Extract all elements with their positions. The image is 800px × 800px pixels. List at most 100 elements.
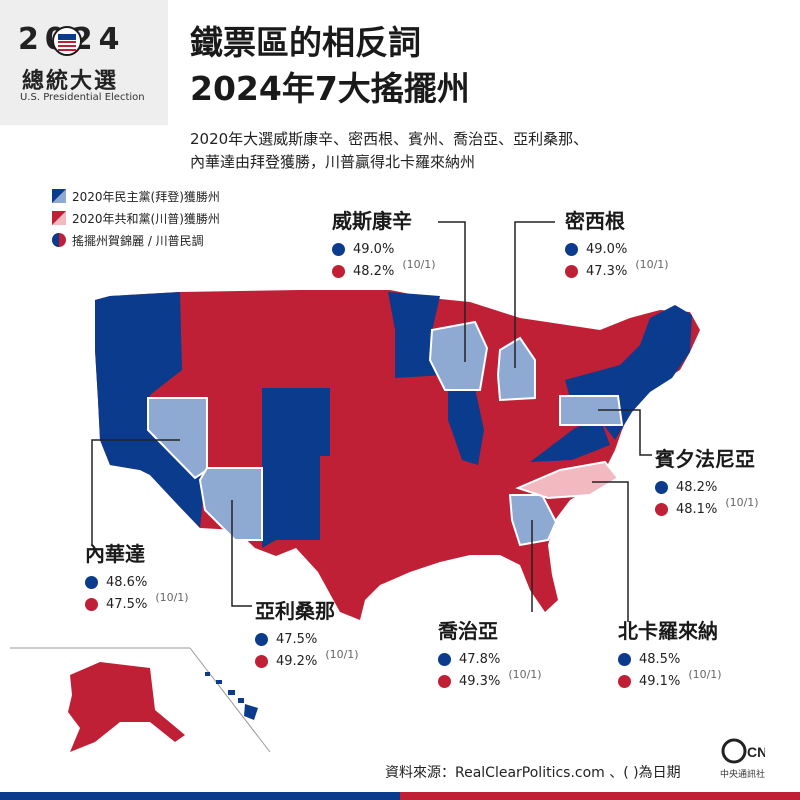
- rep-dot-icon: [332, 264, 345, 278]
- poll-date: (10/1): [402, 257, 436, 271]
- hawaii-divider: [189, 647, 271, 753]
- leader-michigan: [514, 221, 555, 368]
- virginia-dem: [530, 418, 610, 462]
- rep-dot-icon: [565, 264, 578, 278]
- north-carolina-swing: [515, 460, 620, 500]
- legend-item-poll: 搖擺州賀錦麗 / 川普民調: [52, 229, 262, 251]
- dem-dot-icon: [565, 242, 578, 256]
- callout-north-carolina: 北卡羅來納 48.5% 49.1% (10/1): [618, 615, 722, 692]
- new-mexico-dem: [262, 456, 320, 548]
- dem-dot-icon: [618, 652, 631, 666]
- poll-value: 48.6%: [106, 574, 148, 590]
- poll-harris: 47.8%: [438, 648, 542, 670]
- poll-harris: 49.0%: [332, 238, 436, 260]
- state-name: 內華達: [85, 542, 145, 566]
- legend-label-rep: 2020年共和黨(川普)獲勝州: [72, 211, 220, 226]
- dem-dot-icon: [255, 632, 268, 646]
- poll-date: (10/1): [688, 667, 722, 681]
- callout-michigan: 密西根 49.0% 47.3% (10/1): [565, 205, 669, 282]
- michigan-swing: [496, 336, 536, 402]
- poll-value: 48.1%: [676, 501, 718, 517]
- callout-wisconsin: 威斯康辛 49.0% 48.2% (10/1): [332, 205, 436, 282]
- dem-dot-icon: [85, 575, 98, 589]
- bottom-bar: [0, 792, 800, 800]
- title-line-2: 2024年7大搖擺州: [190, 69, 470, 108]
- poll-value: 49.1%: [639, 673, 681, 689]
- poll-harris: 48.5%: [618, 648, 722, 670]
- colorado-dem: [262, 388, 330, 456]
- poll-harris: 47.5%: [255, 628, 359, 650]
- state-name: 喬治亞: [438, 619, 498, 643]
- leader-pennsylvania: [598, 409, 652, 456]
- dem-dot-icon: [438, 652, 451, 666]
- hawaii: [205, 672, 258, 720]
- rep-dot-icon: [655, 502, 668, 516]
- pennsylvania-swing: [559, 395, 624, 426]
- map-legend: 2020年民主黨(拜登)獲勝州 2020年共和黨(川普)獲勝州 搖擺州賀錦麗 /…: [52, 185, 262, 251]
- dem-dot-icon: [332, 242, 345, 256]
- poll-trump: 49.3% (10/1): [438, 667, 542, 692]
- state-name: 賓夕法尼亞: [655, 447, 755, 471]
- dem-swatch-icon: [52, 189, 66, 203]
- poll-trump: 49.1% (10/1): [618, 667, 722, 692]
- leader-north-carolina: [592, 481, 629, 622]
- poll-harris: 48.2%: [655, 476, 759, 498]
- rep-dot-icon: [85, 597, 98, 611]
- leader-lines: [91, 221, 652, 622]
- poll-value: 49.2%: [276, 653, 318, 669]
- title-line-1: 鐵票區的相反詞: [190, 23, 421, 62]
- legend-item-rep: 2020年共和黨(川普)獲勝州: [52, 207, 262, 229]
- election-logo: [0, 0, 168, 125]
- page-subtitle: 2020年大選威斯康辛、密西根、賓州、喬治亞、亞利桑那、 內華達由拜登獲勝，川普…: [190, 128, 588, 174]
- cna-name: 中央通訊社: [720, 770, 766, 780]
- logo-title: 總統大選: [22, 69, 119, 94]
- poll-date: (10/1): [635, 257, 669, 271]
- callout-nevada: 內華達 48.6% 47.5% (10/1): [85, 538, 189, 615]
- poll-date: (10/1): [725, 495, 759, 509]
- arizona-swing: [198, 467, 263, 541]
- page-title: 鐵票區的相反詞 2024年7大搖擺州: [190, 20, 470, 112]
- rep-dot-icon: [618, 674, 631, 688]
- rep-dot-icon: [255, 654, 268, 668]
- cna-logo-text: CNA: [747, 744, 765, 760]
- wisconsin-swing: [428, 320, 489, 391]
- leader-nevada: [91, 439, 180, 545]
- source-note: 資料來源：RealClearPolitics.com 、( )為日期: [385, 765, 681, 781]
- legend-item-dem: 2020年民主黨(拜登)獲勝州: [52, 185, 262, 207]
- state-name: 亞利桑那: [255, 599, 335, 623]
- poll-date: (10/1): [325, 647, 359, 661]
- poll-value: 48.2%: [676, 479, 718, 495]
- poll-trump: 49.2% (10/1): [255, 647, 359, 672]
- state-name: 北卡羅來納: [618, 619, 718, 643]
- cna-credit: CNA 中央通訊社: [720, 738, 777, 780]
- poll-value: 47.8%: [459, 651, 501, 667]
- poll-trump: 47.3% (10/1): [565, 257, 669, 282]
- poll-value: 49.3%: [459, 673, 501, 689]
- poll-date: (10/1): [508, 667, 542, 681]
- logo-subtitle: U.S. Presidential Election: [20, 92, 145, 103]
- poll-swatch-icon: [52, 233, 66, 247]
- callout-arizona: 亞利桑那 47.5% 49.2% (10/1): [255, 595, 359, 672]
- cna-logo-icon: CNA: [721, 738, 777, 764]
- poll-value: 48.2%: [353, 263, 395, 279]
- poll-trump: 48.2% (10/1): [332, 257, 436, 282]
- subtitle-line-1: 2020年大選威斯康辛、密西根、賓州、喬治亞、亞利桑那、: [190, 130, 589, 148]
- callout-pennsylvania: 賓夕法尼亞 48.2% 48.1% (10/1): [655, 443, 759, 520]
- state-name: 威斯康辛: [332, 209, 412, 233]
- illinois-dem: [448, 388, 484, 465]
- callout-georgia: 喬治亞 47.8% 49.3% (10/1): [438, 615, 542, 692]
- poll-value: 47.5%: [106, 596, 148, 612]
- rep-swatch-icon: [52, 211, 66, 225]
- poll-date: (10/1): [155, 590, 189, 604]
- poll-value: 49.0%: [353, 241, 395, 257]
- rep-dot-icon: [438, 674, 451, 688]
- flag-icon: [52, 26, 82, 56]
- legend-label-dem: 2020年民主黨(拜登)獲勝州: [72, 189, 220, 204]
- poll-harris: 49.0%: [565, 238, 669, 260]
- poll-value: 48.5%: [639, 651, 681, 667]
- legend-label-poll: 搖擺州賀錦麗 / 川普民調: [72, 233, 204, 248]
- poll-value: 47.5%: [276, 631, 318, 647]
- poll-trump: 48.1% (10/1): [655, 495, 759, 520]
- leader-wisconsin: [438, 221, 466, 362]
- poll-harris: 48.6%: [85, 571, 189, 593]
